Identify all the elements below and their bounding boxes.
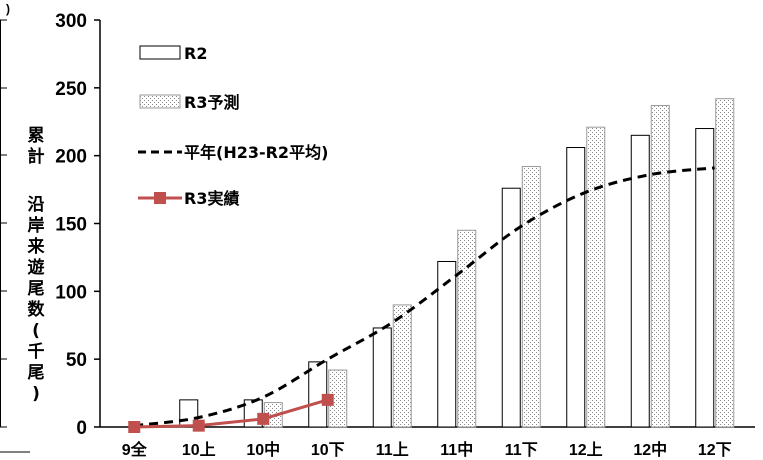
y-tick-label: 200 — [55, 147, 87, 168]
legend-label: 平年(H23-R2平均) — [184, 143, 328, 162]
bars — [179, 98, 735, 428]
y-axis-label-text: 沿岸来遊尾数(千尾) — [27, 195, 46, 404]
line-平年(H23-R2平均) — [134, 166, 715, 428]
bar-R3予測 — [715, 98, 735, 428]
y-ticks: 0 50 100 150 200 250 300 — [55, 11, 100, 439]
x-tick-label: 10下 — [311, 442, 345, 459]
x-ticks: 9全 10上 10中 10下 11上 11中 11下 12上 12中 12下 — [122, 440, 732, 459]
legend-label: R3予測 — [184, 93, 239, 112]
y-axis-label: 沿岸来遊尾数(千尾) — [27, 195, 46, 404]
y-axis-label-top: 累計 — [28, 126, 45, 167]
y-tick-label: 100 — [55, 282, 87, 303]
bar-R3予測 — [650, 104, 670, 428]
legend-item: R2 — [139, 44, 207, 63]
legend-item: R3実績 — [138, 189, 239, 208]
x-tick-label: 11下 — [505, 442, 538, 459]
marker-R3実績 — [192, 419, 205, 432]
bar-R3予測 — [586, 126, 606, 428]
legend-marker — [154, 192, 166, 204]
x-tick-label: 11上 — [376, 441, 409, 459]
x-tick-label: 10上 — [182, 441, 216, 459]
bar-R3予測 — [392, 304, 412, 428]
bar-R2 — [501, 187, 521, 428]
y-tick-label: 150 — [55, 215, 87, 236]
legend-swatch — [139, 45, 181, 60]
bar-R2 — [437, 260, 457, 428]
legend-label: R2 — [184, 44, 207, 63]
marker-R3実績 — [321, 393, 334, 406]
clipped-paren: ) — [6, 2, 10, 16]
legend-swatch — [139, 94, 181, 109]
marker-R3実績 — [257, 412, 270, 425]
x-tick-label: 9全 — [122, 440, 148, 459]
bar-R2 — [566, 147, 586, 428]
y-tick-label: 300 — [55, 11, 87, 32]
y-tick-label: 50 — [66, 350, 87, 371]
y-tick-label: 0 — [76, 418, 87, 439]
marker-R3実績 — [128, 421, 141, 433]
bar-R2 — [695, 128, 715, 428]
bar-R2 — [630, 134, 650, 428]
lines — [128, 166, 715, 433]
legend-label: R3実績 — [184, 189, 239, 208]
x-tick-label: 10中 — [246, 440, 280, 459]
x-tick-label: 11中 — [440, 440, 473, 459]
legend-item: 平年(H23-R2平均) — [138, 143, 328, 162]
x-tick-label: 12上 — [569, 441, 603, 459]
x-tick-label: 12下 — [698, 442, 732, 459]
bar-R3予測 — [457, 229, 477, 428]
bar-R2 — [372, 327, 392, 428]
y-tick-label: 250 — [55, 79, 87, 100]
line-R3実績 — [134, 398, 329, 429]
y-axis-label-text: 累計 — [28, 126, 45, 167]
x-tick-label: 12中 — [633, 440, 667, 459]
bar-R3予測 — [521, 166, 541, 428]
left-panel-frame — [0, 19, 30, 453]
legend-item: R3予測 — [139, 93, 239, 112]
